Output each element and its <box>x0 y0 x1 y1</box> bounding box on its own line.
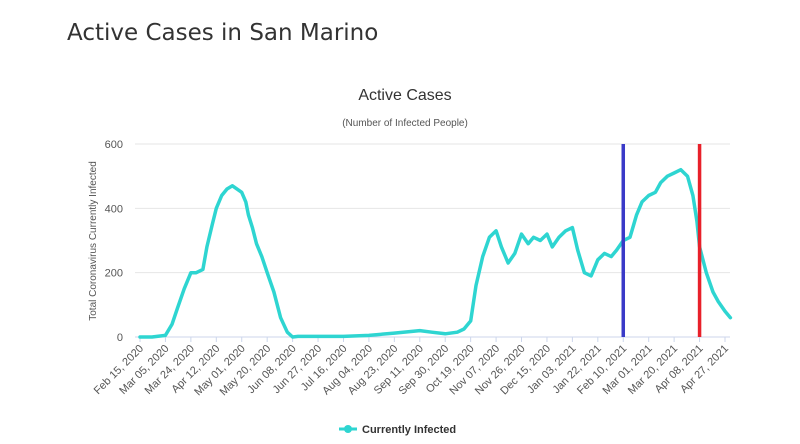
y-axis-label: Total Coronavirus Currently Infected <box>88 161 99 321</box>
y-tick-label: 600 <box>105 139 123 151</box>
page-heading: Active Cases in San Marino <box>67 20 379 46</box>
grid-lines <box>135 143 730 338</box>
y-tick-label: 200 <box>105 268 123 280</box>
legend[interactable]: Currently Infected <box>339 424 456 436</box>
chart-subtitle: (Number of Infected People) <box>342 118 468 129</box>
marker-lines <box>621 144 702 337</box>
chart-title: Active Cases <box>358 87 451 104</box>
series-layer <box>138 167 733 339</box>
legend-swatch-dot <box>344 425 352 433</box>
y-axis-ticks: 0 200 400 600 <box>105 139 123 344</box>
y-tick-label: 0 <box>117 332 123 344</box>
series-line-currently-infected[interactable] <box>138 167 733 339</box>
y-tick-label: 400 <box>105 203 123 215</box>
legend-label: Currently Infected <box>362 424 456 436</box>
